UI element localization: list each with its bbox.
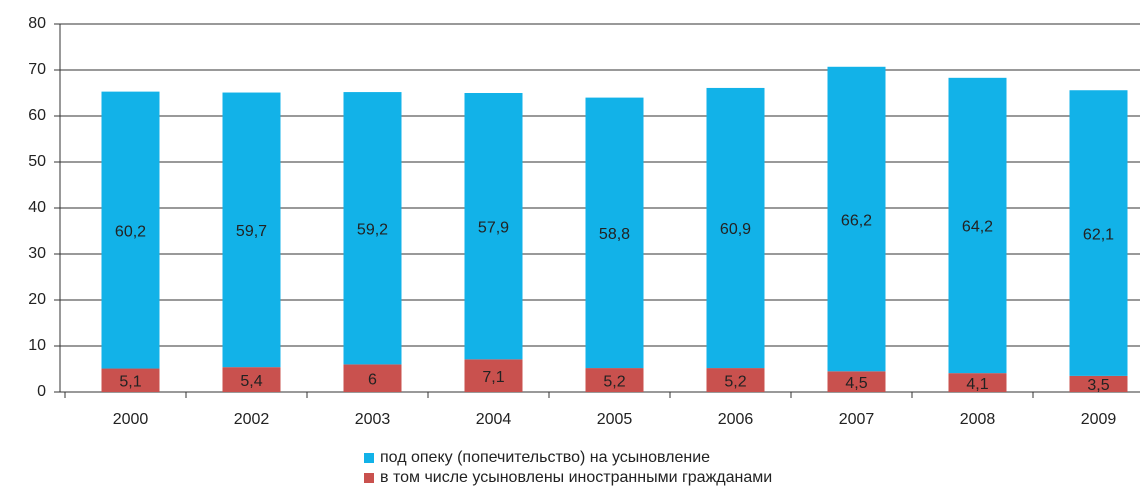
data-label: 62,1 — [1083, 226, 1114, 243]
bar-segment — [827, 371, 886, 392]
bar-segment — [585, 368, 644, 392]
bar-segment — [1069, 375, 1128, 392]
x-tick-label: 2000 — [113, 411, 149, 428]
x-tick-label: 2002 — [234, 411, 270, 428]
data-label: 57,9 — [478, 219, 509, 236]
data-label: 64,2 — [962, 219, 993, 236]
y-tick-label: 60 — [28, 107, 46, 124]
data-label: 7,1 — [482, 369, 504, 386]
x-tick-label: 2008 — [960, 411, 996, 428]
bar-segment — [1069, 90, 1128, 376]
bar-segment — [948, 373, 1007, 392]
data-label: 4,1 — [966, 376, 988, 393]
data-label: 5,2 — [724, 373, 746, 390]
y-tick-label: 10 — [28, 337, 46, 354]
bar-segment — [343, 92, 402, 365]
data-label: 5,2 — [603, 373, 625, 390]
data-label: 59,2 — [357, 221, 388, 238]
y-tick-label: 50 — [28, 153, 46, 170]
bar-segment — [464, 93, 523, 360]
bar-segment — [343, 364, 402, 392]
y-tick-label: 30 — [28, 245, 46, 262]
x-tick-label: 2006 — [718, 411, 754, 428]
x-tick-label: 2003 — [355, 411, 391, 428]
data-label: 60,2 — [115, 223, 146, 240]
data-label: 5,4 — [240, 373, 262, 390]
bar-segment — [948, 77, 1007, 374]
y-tick-label: 0 — [37, 383, 46, 400]
x-tick-label: 2007 — [839, 411, 875, 428]
x-tick-label: 2009 — [1081, 411, 1117, 428]
x-tick-label: 2004 — [476, 411, 512, 428]
data-label: 5,1 — [119, 373, 141, 390]
y-tick-label: 40 — [28, 199, 46, 216]
data-label: 66,2 — [841, 212, 872, 229]
legend-swatch — [364, 453, 374, 463]
y-tick-label: 20 — [28, 291, 46, 308]
bar-segment — [827, 66, 886, 372]
y-tick-label: 80 — [28, 15, 46, 32]
bar-segment — [101, 91, 160, 369]
data-label: 6 — [368, 371, 377, 388]
data-label: 59,7 — [236, 223, 267, 240]
x-tick-label: 2005 — [597, 411, 633, 428]
bar-segment — [464, 359, 523, 392]
data-label: 60,9 — [720, 221, 751, 238]
bar-segment — [706, 87, 765, 369]
bar-segment — [222, 367, 281, 392]
y-tick-label: 70 — [28, 61, 46, 78]
legend-label: в том числе усыновлены иностранными граж… — [380, 469, 772, 486]
bar-segment — [585, 97, 644, 369]
legend-label: под опеку (попечительство) на усыновлени… — [380, 449, 710, 466]
data-label: 3,5 — [1087, 377, 1109, 394]
bar-segment — [222, 92, 281, 368]
legend-swatch — [364, 473, 374, 483]
bar-segment — [706, 368, 765, 392]
data-label: 4,5 — [845, 375, 867, 392]
data-label: 58,8 — [599, 226, 630, 243]
bar-segment — [101, 368, 160, 392]
